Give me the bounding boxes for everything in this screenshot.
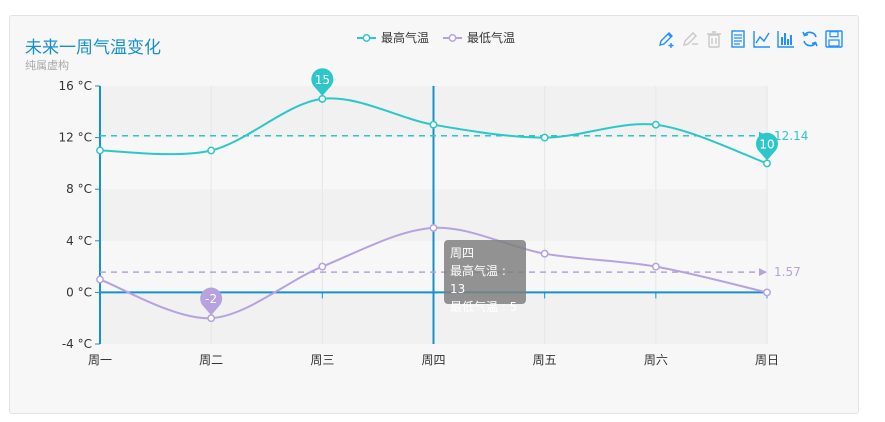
y-tick-label: 0 °C (66, 285, 92, 299)
mark-line-label: 1.57 (774, 265, 801, 279)
mark-point-pin (200, 287, 223, 316)
chart-subtitle: 纯属虚构 (25, 59, 69, 72)
tooltip-line-low: 最低气温 : 5 (450, 300, 518, 314)
legend-marker (448, 34, 457, 42)
data-point (763, 159, 771, 168)
mark-point-pin (755, 132, 779, 161)
tooltip: 周四 最高气温 : 13 最低气温 : 5 (444, 240, 526, 314)
data-point (207, 146, 216, 155)
line-chart-icon[interactable] (752, 29, 772, 49)
data-point (429, 223, 438, 232)
data-point (540, 249, 549, 258)
y-tick-label: 12 °C (59, 131, 92, 145)
x-tick-label: 周日 (755, 353, 779, 367)
data-point (96, 275, 104, 284)
data-point (651, 262, 660, 271)
chart-title: 未来一周气温变化 (25, 38, 161, 58)
mark-point-label: -2 (205, 292, 217, 306)
x-tick-label: 周六 (644, 353, 668, 367)
data-point (318, 94, 327, 103)
tooltip-line-high: 最高气温 : 13 (450, 264, 506, 296)
x-tick-label: 周一 (88, 353, 112, 367)
data-point (96, 146, 104, 155)
y-tick-label: -4 °C (62, 337, 92, 351)
data-point (207, 314, 216, 323)
y-tick-label: 16 °C (59, 79, 92, 93)
mark-point-pin (311, 68, 334, 96)
mark-line-arrow (759, 268, 767, 277)
data-point (318, 262, 327, 271)
mark-point-label: 15 (315, 73, 330, 87)
x-tick-label: 周二 (199, 353, 223, 367)
tooltip-title: 周四 (450, 246, 475, 260)
x-tick-label: 周三 (310, 353, 334, 367)
y-tick-label: 4 °C (66, 234, 92, 248)
data-view-icon[interactable] (728, 29, 748, 49)
mark-undo-icon[interactable] (680, 29, 700, 49)
legend-marker (362, 34, 371, 42)
legend-label: 最低气温 (467, 30, 515, 45)
mark-line-label: 12.14 (774, 129, 808, 143)
data-point (429, 120, 438, 129)
data-point (651, 120, 660, 129)
save-image-icon[interactable] (824, 29, 844, 49)
x-tick-label: 周五 (533, 353, 557, 367)
y-tick-label: 8 °C (66, 182, 92, 196)
legend-label: 最高气温 (381, 30, 429, 45)
mark-clear-icon[interactable] (704, 29, 724, 49)
data-point (763, 288, 771, 297)
data-point (540, 133, 549, 142)
bar-chart-icon[interactable] (776, 29, 796, 49)
restore-icon[interactable] (800, 29, 820, 49)
x-tick-label: 周四 (421, 353, 445, 367)
toolbox (656, 29, 844, 51)
mark-icon[interactable] (656, 29, 676, 49)
mark-point-label: 10 (759, 137, 774, 151)
